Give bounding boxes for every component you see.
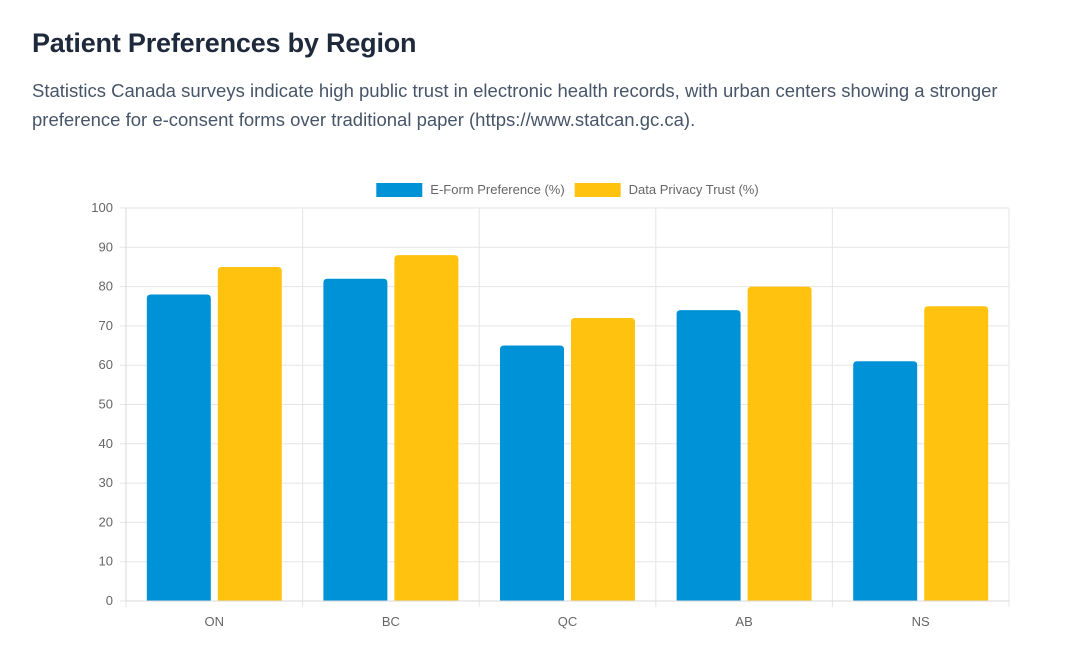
x-tick-label: BC	[382, 614, 400, 629]
y-tick-label: 70	[99, 318, 113, 333]
bar-qc-series-2[interactable]	[571, 318, 635, 601]
y-tick-label: 100	[91, 200, 113, 215]
y-tick-label: 10	[99, 554, 113, 569]
legend-swatch-2[interactable]	[574, 183, 621, 197]
y-tick-label: 30	[99, 475, 113, 490]
y-tick-label: 40	[99, 436, 113, 451]
y-tick-label: 0	[106, 593, 113, 608]
x-tick-label: AB	[735, 614, 752, 629]
bar-ns-series-2[interactable]	[924, 306, 989, 601]
bar-on-series-1[interactable]	[146, 294, 211, 601]
bar-on-series-2[interactable]	[217, 266, 282, 601]
bar-ab-series-1[interactable]	[676, 310, 741, 601]
y-tick-label: 20	[99, 514, 113, 529]
bar-bc-series-1[interactable]	[323, 278, 388, 601]
y-tick-label: 80	[99, 279, 113, 294]
x-tick-label: QC	[558, 614, 578, 629]
y-tick-label: 90	[99, 239, 113, 254]
legend-label-2[interactable]: Data Privacy Trust (%)	[629, 182, 759, 197]
page-description: Statistics Canada surveys indicate high …	[32, 80, 998, 130]
legend-swatch-1[interactable]	[376, 183, 423, 197]
x-tick-label: NS	[912, 614, 930, 629]
chart-legend[interactable]: E-Form Preference (%) Data Privacy Trust …	[376, 182, 759, 197]
y-tick-label: 60	[99, 357, 113, 372]
chart-bars	[146, 255, 989, 601]
bar-bc-series-2[interactable]	[394, 255, 459, 601]
x-tick-label: ON	[205, 614, 225, 629]
bar-ab-series-2[interactable]	[747, 286, 812, 601]
page-title: Patient Preferences by Region	[32, 28, 417, 58]
bar-ns-series-1[interactable]	[853, 361, 918, 601]
chart-axes: 0 10 20 30 40 50 60 70 80 90 100 ON BC QC AB NS	[91, 200, 1009, 629]
bar-qc-series-1[interactable]	[500, 345, 564, 601]
legend-label-1[interactable]: E-Form Preference (%)	[430, 182, 564, 197]
y-tick-label: 50	[99, 397, 113, 412]
